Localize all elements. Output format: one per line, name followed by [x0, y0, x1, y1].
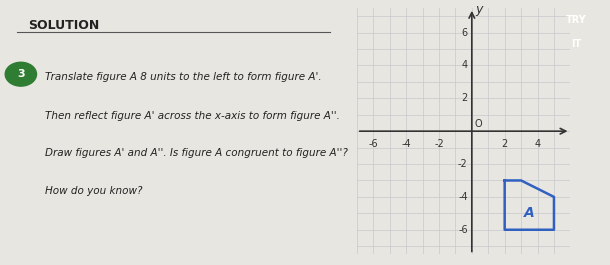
Text: 6: 6 [462, 28, 468, 38]
Text: 2: 2 [501, 139, 508, 149]
Text: TRY: TRY [566, 15, 587, 25]
Text: -6: -6 [368, 139, 378, 149]
Text: -4: -4 [401, 139, 411, 149]
Text: -6: -6 [458, 225, 468, 235]
Text: Draw figures A' and A''. Is figure A congruent to figure A''?: Draw figures A' and A''. Is figure A con… [45, 148, 348, 158]
Text: 2: 2 [461, 93, 468, 103]
Text: O: O [475, 119, 482, 129]
Text: -2: -2 [434, 139, 444, 149]
Text: IT: IT [572, 39, 581, 49]
Text: Then reflect figure A' across the x-axis to form figure A''.: Then reflect figure A' across the x-axis… [45, 111, 340, 121]
Text: How do you know?: How do you know? [45, 186, 143, 196]
Text: SOLUTION: SOLUTION [28, 19, 99, 32]
Text: 4: 4 [462, 60, 468, 70]
Text: -4: -4 [458, 192, 468, 202]
Text: -2: -2 [458, 159, 468, 169]
Text: y: y [475, 3, 483, 16]
Text: 3: 3 [17, 69, 24, 79]
Text: Translate figure A 8 units to the left to form figure A'.: Translate figure A 8 units to the left t… [45, 72, 322, 82]
Circle shape [5, 62, 37, 86]
Text: A: A [525, 206, 535, 220]
Text: 4: 4 [534, 139, 540, 149]
